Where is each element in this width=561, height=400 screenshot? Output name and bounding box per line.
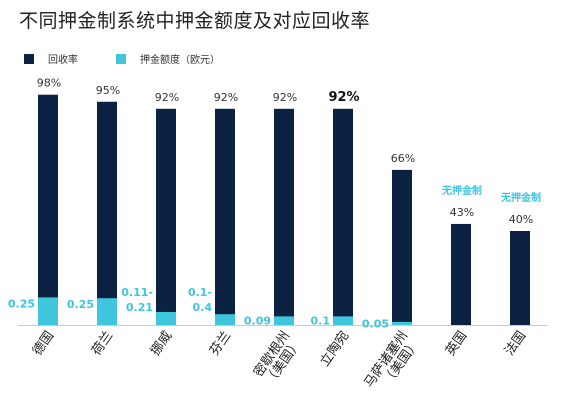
deposit-value-label-3-b: 0.4 — [193, 301, 213, 314]
bar-deposit-4 — [274, 316, 294, 325]
bar-recovery-5 — [333, 108, 353, 325]
category-label-0: 德国 — [30, 329, 57, 359]
deposit-value-label-6: 0.05 — [362, 317, 389, 330]
recovery-value-label-6: 66% — [391, 152, 415, 165]
bar-recovery-4 — [274, 108, 294, 325]
deposit-value-label-2-b: 0.21 — [126, 301, 153, 314]
recovery-value-label-0: 98% — [37, 77, 61, 90]
category-label-2: 挪威 — [148, 329, 175, 359]
bar-deposit-1 — [97, 298, 117, 325]
legend: 回收率 押金额度（欧元） — [24, 51, 258, 66]
chart-title: 不同押金制系统中押金额度及对应回收率 — [19, 10, 371, 32]
recovery-value-label-2: 92% — [155, 91, 179, 104]
legend-label-deposit: 押金额度（欧元） — [140, 55, 220, 66]
recovery-value-label-1: 95% — [96, 84, 120, 97]
legend-swatch-recovery — [24, 53, 34, 64]
bar-deposit-3 — [215, 314, 235, 325]
category-label-group-4: 密歇根州（美国） — [250, 328, 304, 388]
bar-deposit-5 — [333, 316, 353, 325]
bar-recovery-1 — [97, 101, 117, 325]
bar-recovery-3 — [215, 108, 235, 325]
deposit-value-label-1: 0.25 — [67, 298, 94, 311]
category-label-group-5: 立陶宛 — [317, 328, 352, 369]
recovery-value-label-4: 92% — [273, 91, 297, 104]
bar-recovery-8 — [510, 231, 530, 325]
legend-swatch-deposit — [116, 53, 126, 64]
deposit-value-label-4: 0.09 — [244, 315, 271, 328]
category-label-1: 荷兰 — [89, 329, 116, 359]
category-label-group-1: 荷兰 — [89, 329, 116, 359]
bar-recovery-0 — [38, 94, 58, 325]
deposit-value-label-3-a: 0.1- — [188, 286, 212, 299]
category-label-group-2: 挪威 — [148, 329, 175, 359]
category-label-5: 立陶宛 — [317, 328, 352, 369]
category-label-group-6: 马萨诸塞州（美国） — [361, 328, 423, 390]
deposit-value-label-2-a: 0.11- — [121, 286, 153, 299]
bar-recovery-7 — [451, 223, 471, 325]
recovery-value-label-8: 40% — [509, 213, 533, 226]
bar-recovery-2 — [156, 108, 176, 325]
deposit-value-label-5: 0.1 — [311, 315, 331, 328]
legend-item-recovery: 回收率 — [24, 51, 78, 66]
bar-deposit-2 — [156, 312, 176, 325]
category-label-group-0: 德国 — [30, 329, 57, 359]
recovery-value-label-3: 92% — [214, 91, 238, 104]
category-label-group-8: 法国 — [502, 329, 529, 359]
category-label-group-7: 英国 — [443, 329, 470, 359]
deposit-value-label-0: 0.25 — [8, 297, 35, 310]
legend-label-recovery: 回收率 — [48, 55, 78, 66]
recovery-value-label-5: 92% — [328, 90, 359, 105]
no-deposit-label-7: 无押金制 — [441, 184, 482, 197]
bar-deposit-6 — [392, 321, 412, 325]
category-label-group-3: 芬兰 — [207, 329, 234, 359]
bar-recovery-6 — [392, 169, 412, 325]
recovery-value-label-7: 43% — [450, 206, 474, 219]
legend-item-deposit: 押金额度（欧元） — [116, 51, 220, 66]
category-label-7: 英国 — [443, 329, 470, 359]
no-deposit-label-8: 无押金制 — [500, 191, 541, 204]
bar-deposit-0 — [38, 297, 58, 325]
category-label-3: 芬兰 — [207, 329, 234, 359]
category-label-8: 法国 — [502, 329, 529, 359]
